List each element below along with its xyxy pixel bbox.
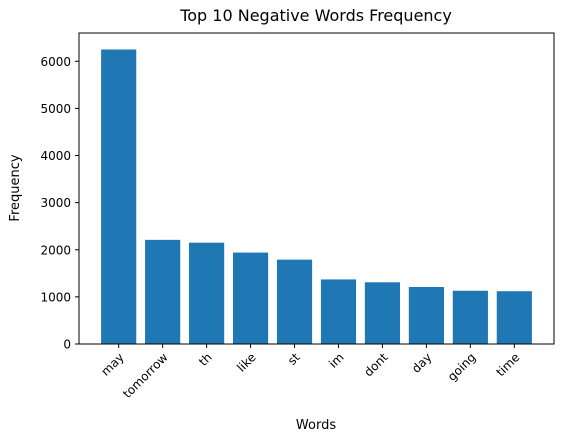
bar-may bbox=[101, 49, 137, 345]
y-tick-label: 5000 bbox=[40, 102, 71, 116]
bar-im bbox=[320, 279, 357, 344]
bar-day bbox=[408, 286, 444, 344]
y-tick-label: 2000 bbox=[40, 243, 71, 257]
y-tick-label: 6000 bbox=[40, 55, 71, 69]
bar-dont bbox=[364, 282, 401, 344]
y-tick-label: 0 bbox=[63, 338, 71, 352]
x-axis-label: Words bbox=[296, 418, 336, 433]
y-tick-label: 4000 bbox=[40, 149, 71, 163]
bar-going bbox=[452, 290, 488, 344]
y-axis-label: Frequency bbox=[8, 154, 23, 221]
y-tick-label: 1000 bbox=[40, 290, 71, 304]
bar-st bbox=[276, 259, 313, 344]
bar-time bbox=[496, 291, 532, 344]
y-tick-label: 3000 bbox=[40, 196, 71, 210]
bar-tomorrow bbox=[145, 239, 181, 344]
bar-th bbox=[189, 242, 225, 344]
chart-title: Top 10 Negative Words Frequency bbox=[179, 6, 452, 25]
plot-frame bbox=[78, 32, 555, 345]
bar-like bbox=[232, 252, 269, 344]
